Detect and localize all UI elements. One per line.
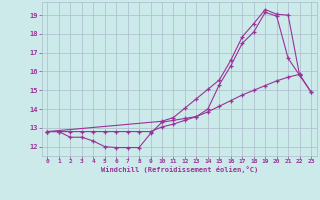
X-axis label: Windchill (Refroidissement éolien,°C): Windchill (Refroidissement éolien,°C) bbox=[100, 166, 258, 173]
